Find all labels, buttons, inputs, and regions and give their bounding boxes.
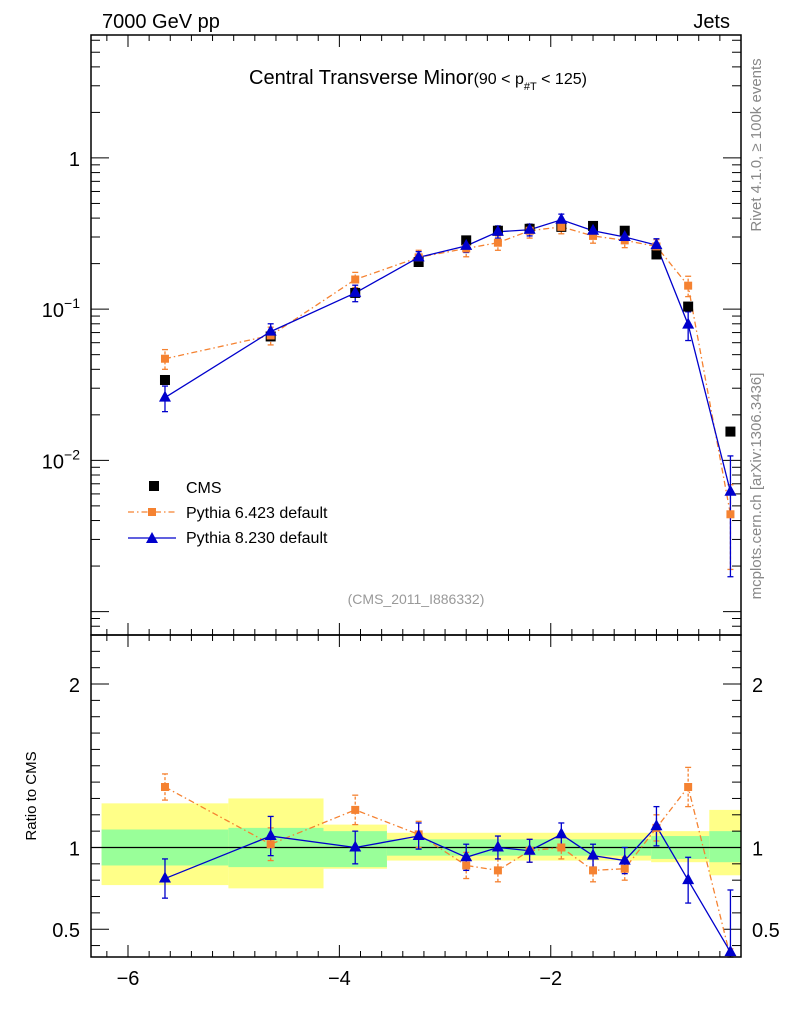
pythia8-point — [349, 285, 362, 297]
cms-point — [159, 374, 170, 385]
pythia6-line — [164, 226, 732, 515]
plot-title-main: Central Transverse Minor — [249, 67, 474, 89]
cms-point — [413, 257, 424, 268]
ratio-bands — [91, 798, 741, 889]
pythia8-ratio-point — [587, 848, 600, 860]
cms-point — [651, 249, 662, 260]
pythia8-ratio-point — [724, 945, 737, 957]
x-tick-label: −6 — [117, 968, 140, 990]
pythia6-point — [589, 231, 598, 240]
plot-title: Central Transverse Minor(90 < p#T < 125) — [249, 67, 587, 93]
pythia8-point — [158, 390, 171, 402]
y-tick-label: 1 — [69, 149, 80, 171]
pythia8-ratio-point — [555, 827, 568, 839]
y-tick-label-base: 10 — [42, 451, 64, 473]
analysis-id: (CMS_2011_I886332) — [348, 591, 485, 607]
pythia8-ratio-point — [682, 873, 695, 885]
data-marks — [158, 212, 737, 958]
category-label: Jets — [693, 11, 730, 33]
plot-title-cut-post: < 125) — [537, 71, 587, 88]
pythia6-ratio-point — [462, 861, 471, 870]
y-tick-label-exp: −2 — [64, 446, 80, 462]
pythia8-point — [264, 324, 277, 336]
pythia6-ratio-point — [493, 866, 502, 875]
mcplots-label: mcplots.cern.ch [arXiv:1306.3436] — [748, 373, 765, 600]
legend-label-pythia6: Pythia 6.423 default — [186, 505, 328, 522]
pythia6-point — [160, 354, 169, 363]
pythia6-ratio-point — [266, 840, 275, 849]
pythia8-point — [523, 222, 536, 234]
plot-title-cut-sub: #T — [524, 81, 537, 93]
pythia6-ratio-point — [620, 864, 629, 873]
pythia6-point — [726, 510, 735, 519]
pythia6-ratio-point — [684, 783, 693, 792]
ratio-y-tick-label-left: 0.5 — [52, 920, 80, 942]
legend-marker-pythia6 — [148, 508, 156, 516]
ratio-y-tick-label-right: 1 — [752, 838, 763, 860]
pythia8-ratio-point — [523, 843, 536, 855]
pythia8-point — [491, 224, 504, 236]
pythia8-point — [618, 229, 631, 241]
legend: CMS Pythia 6.423 default Pythia 8.230 de… — [128, 480, 328, 547]
x-tick-label: −4 — [328, 968, 351, 990]
pythia8-ratio-point — [618, 853, 631, 865]
pythia6-point — [684, 281, 693, 290]
legend-marker-pythia8 — [146, 532, 158, 543]
rivet-label: Rivet 4.1.0, ≥ 100k events — [748, 58, 765, 231]
x-tick-label: −2 — [539, 968, 562, 990]
plot-title-cut-pre: (90 < p — [474, 71, 524, 88]
pythia8-point — [555, 212, 568, 224]
pythia6-point — [493, 238, 502, 247]
pythia6-ratio-point — [589, 866, 598, 875]
pythia6-ratio-point — [351, 805, 360, 814]
pythia8-ratio-point — [264, 829, 277, 841]
pythia8-point — [412, 250, 425, 262]
pythia8-ratio-point — [491, 840, 504, 852]
pythia8-line — [164, 219, 732, 492]
energy-label: 7000 GeV pp — [102, 11, 220, 33]
pythia6-ratio-point — [160, 783, 169, 792]
pythia8-point — [724, 484, 737, 496]
y-tick-label-exp: −1 — [64, 295, 80, 311]
pythia8-point — [682, 317, 695, 329]
ratio-y-tick-label-left: 2 — [69, 675, 80, 697]
ratio-band-inner-5 — [709, 831, 741, 863]
pythia8-point — [460, 238, 473, 250]
ratio-panel-frame — [90, 634, 742, 958]
legend-label-cms: CMS — [186, 480, 222, 497]
pythia8-point — [587, 223, 600, 235]
legend-marker-cms — [149, 481, 159, 491]
pythia6-point — [351, 275, 360, 284]
y-tick-label: 10−1 — [42, 295, 80, 322]
cms-point — [683, 301, 694, 312]
ratio-y-tick-label-left: 1 — [69, 838, 80, 860]
pythia8-ratio-point — [650, 819, 663, 831]
legend-label-pythia8: Pythia 8.230 default — [186, 530, 328, 547]
ratio-y-tick-label-right: 2 — [752, 675, 763, 697]
pythia8-ratio-point — [158, 871, 171, 883]
pythia8-ratio-point — [460, 850, 473, 862]
pythia8-point — [650, 238, 663, 250]
pythia8-ratio-point — [412, 829, 425, 841]
pythia6-point — [557, 222, 566, 231]
ratio-ylabel: Ratio to CMS — [23, 751, 40, 840]
cms-point — [725, 426, 736, 437]
y-tick-label-base: 10 — [42, 300, 64, 322]
pythia6-ratio-point — [557, 843, 566, 852]
ratio-y-tick-label-right: 0.5 — [752, 920, 780, 942]
y-tick-label: 10−2 — [42, 446, 80, 473]
pythia8-ratio-point — [349, 840, 362, 852]
